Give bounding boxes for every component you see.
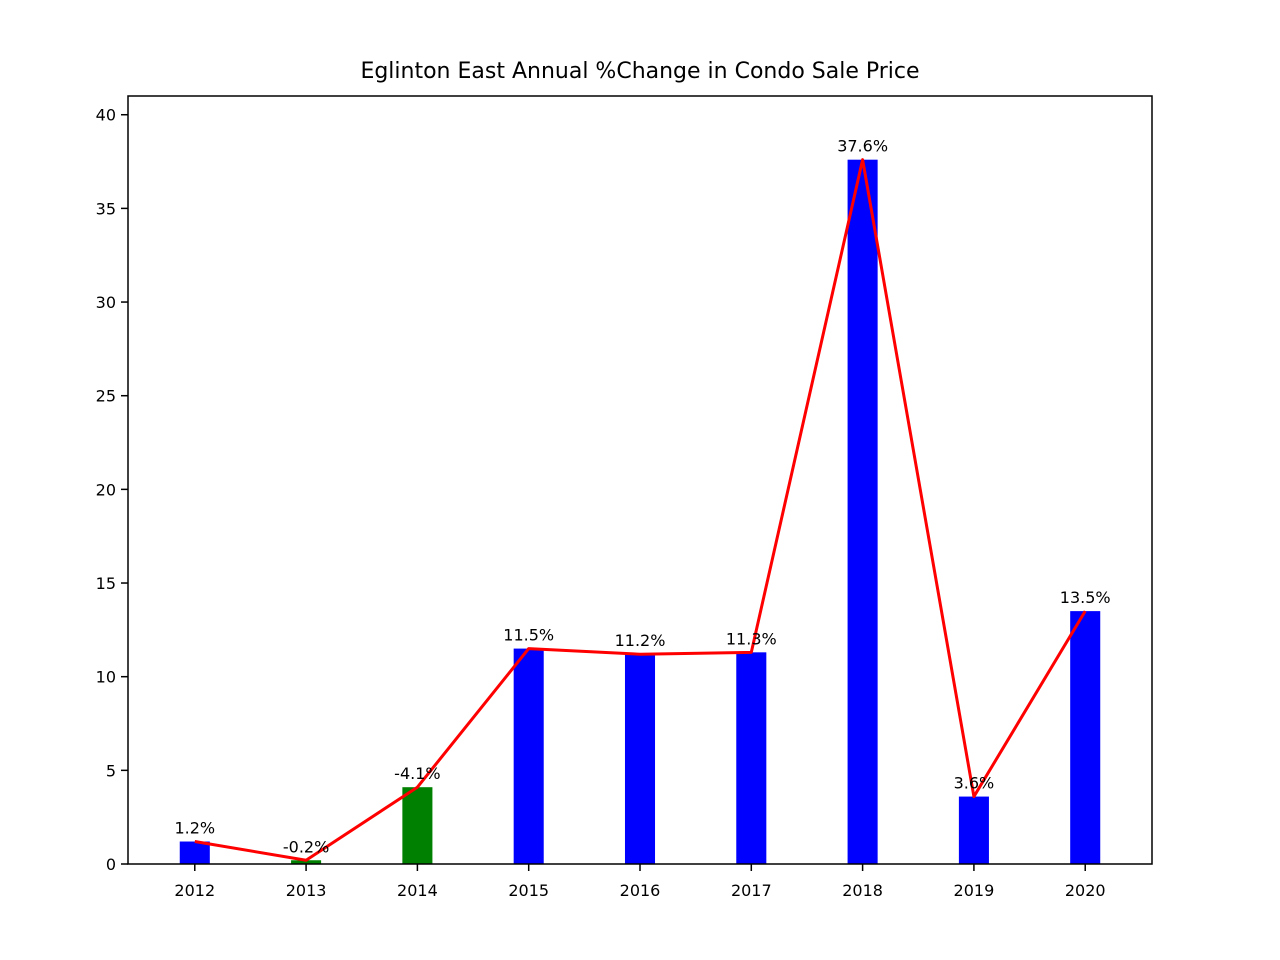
bar-2016 <box>624 654 656 864</box>
bar-2019 <box>958 796 989 864</box>
y-tick-label: 0 <box>106 855 116 874</box>
bar-2020 <box>1070 611 1101 864</box>
y-tick-label: 15 <box>96 574 116 593</box>
data-label-2019: 3.6% <box>954 774 995 793</box>
y-tick-label: 30 <box>96 293 116 312</box>
y-tick-label: 20 <box>96 480 116 499</box>
x-tick-label: 2017 <box>731 881 772 900</box>
x-tick-label: 2012 <box>174 881 215 900</box>
data-label-2012: 1.2% <box>174 819 215 838</box>
data-label-2018: 37.6% <box>837 137 888 156</box>
data-labels-group: 1.2% -0.2% -4.1% 11.5% 11.2% 11.3% 37.6% 3.6% 13… <box>174 137 1110 857</box>
x-tick-label: 2020 <box>1065 881 1106 900</box>
data-label-2017: 11.3% <box>726 629 777 648</box>
x-tick-label: 2016 <box>620 881 661 900</box>
bars-group <box>179 159 1101 864</box>
x-tick-label: 2019 <box>954 881 995 900</box>
bar-2015 <box>513 648 544 864</box>
x-tick-label: 2013 <box>286 881 327 900</box>
bar-2014 <box>402 787 433 864</box>
bar-2012 <box>179 841 210 864</box>
plot-frame <box>127 95 1153 865</box>
data-label-2013: -0.2% <box>283 837 329 856</box>
y-tick-label: 10 <box>96 668 116 687</box>
data-label-2016: 11.2% <box>615 631 666 650</box>
x-tick-label: 2015 <box>508 881 549 900</box>
y-tick-label: 35 <box>96 199 116 218</box>
y-tick-label: 40 <box>96 106 116 125</box>
trend-line-group <box>194 158 1087 862</box>
y-tick-label: 5 <box>106 761 116 780</box>
y-tick-label: 25 <box>96 387 116 406</box>
bar-2017 <box>736 652 767 864</box>
x-tick-label: 2018 <box>842 881 883 900</box>
data-label-2015: 11.5% <box>503 626 554 645</box>
data-label-2020: 13.5% <box>1060 588 1111 607</box>
chart-title: Eglinton East Annual %Change in Condo Sa… <box>360 59 919 84</box>
x-tick-label: 2014 <box>397 881 438 900</box>
bar-2018 <box>847 159 878 864</box>
x-axis: 2012 2013 2014 2015 2016 2017 2018 2019 2020 <box>174 864 1106 900</box>
bar-2013 <box>291 860 322 864</box>
trend-line <box>194 158 1087 862</box>
data-label-2014: -4.1% <box>394 764 440 783</box>
y-axis: 0 5 10 15 20 25 30 35 40 <box>96 106 128 874</box>
